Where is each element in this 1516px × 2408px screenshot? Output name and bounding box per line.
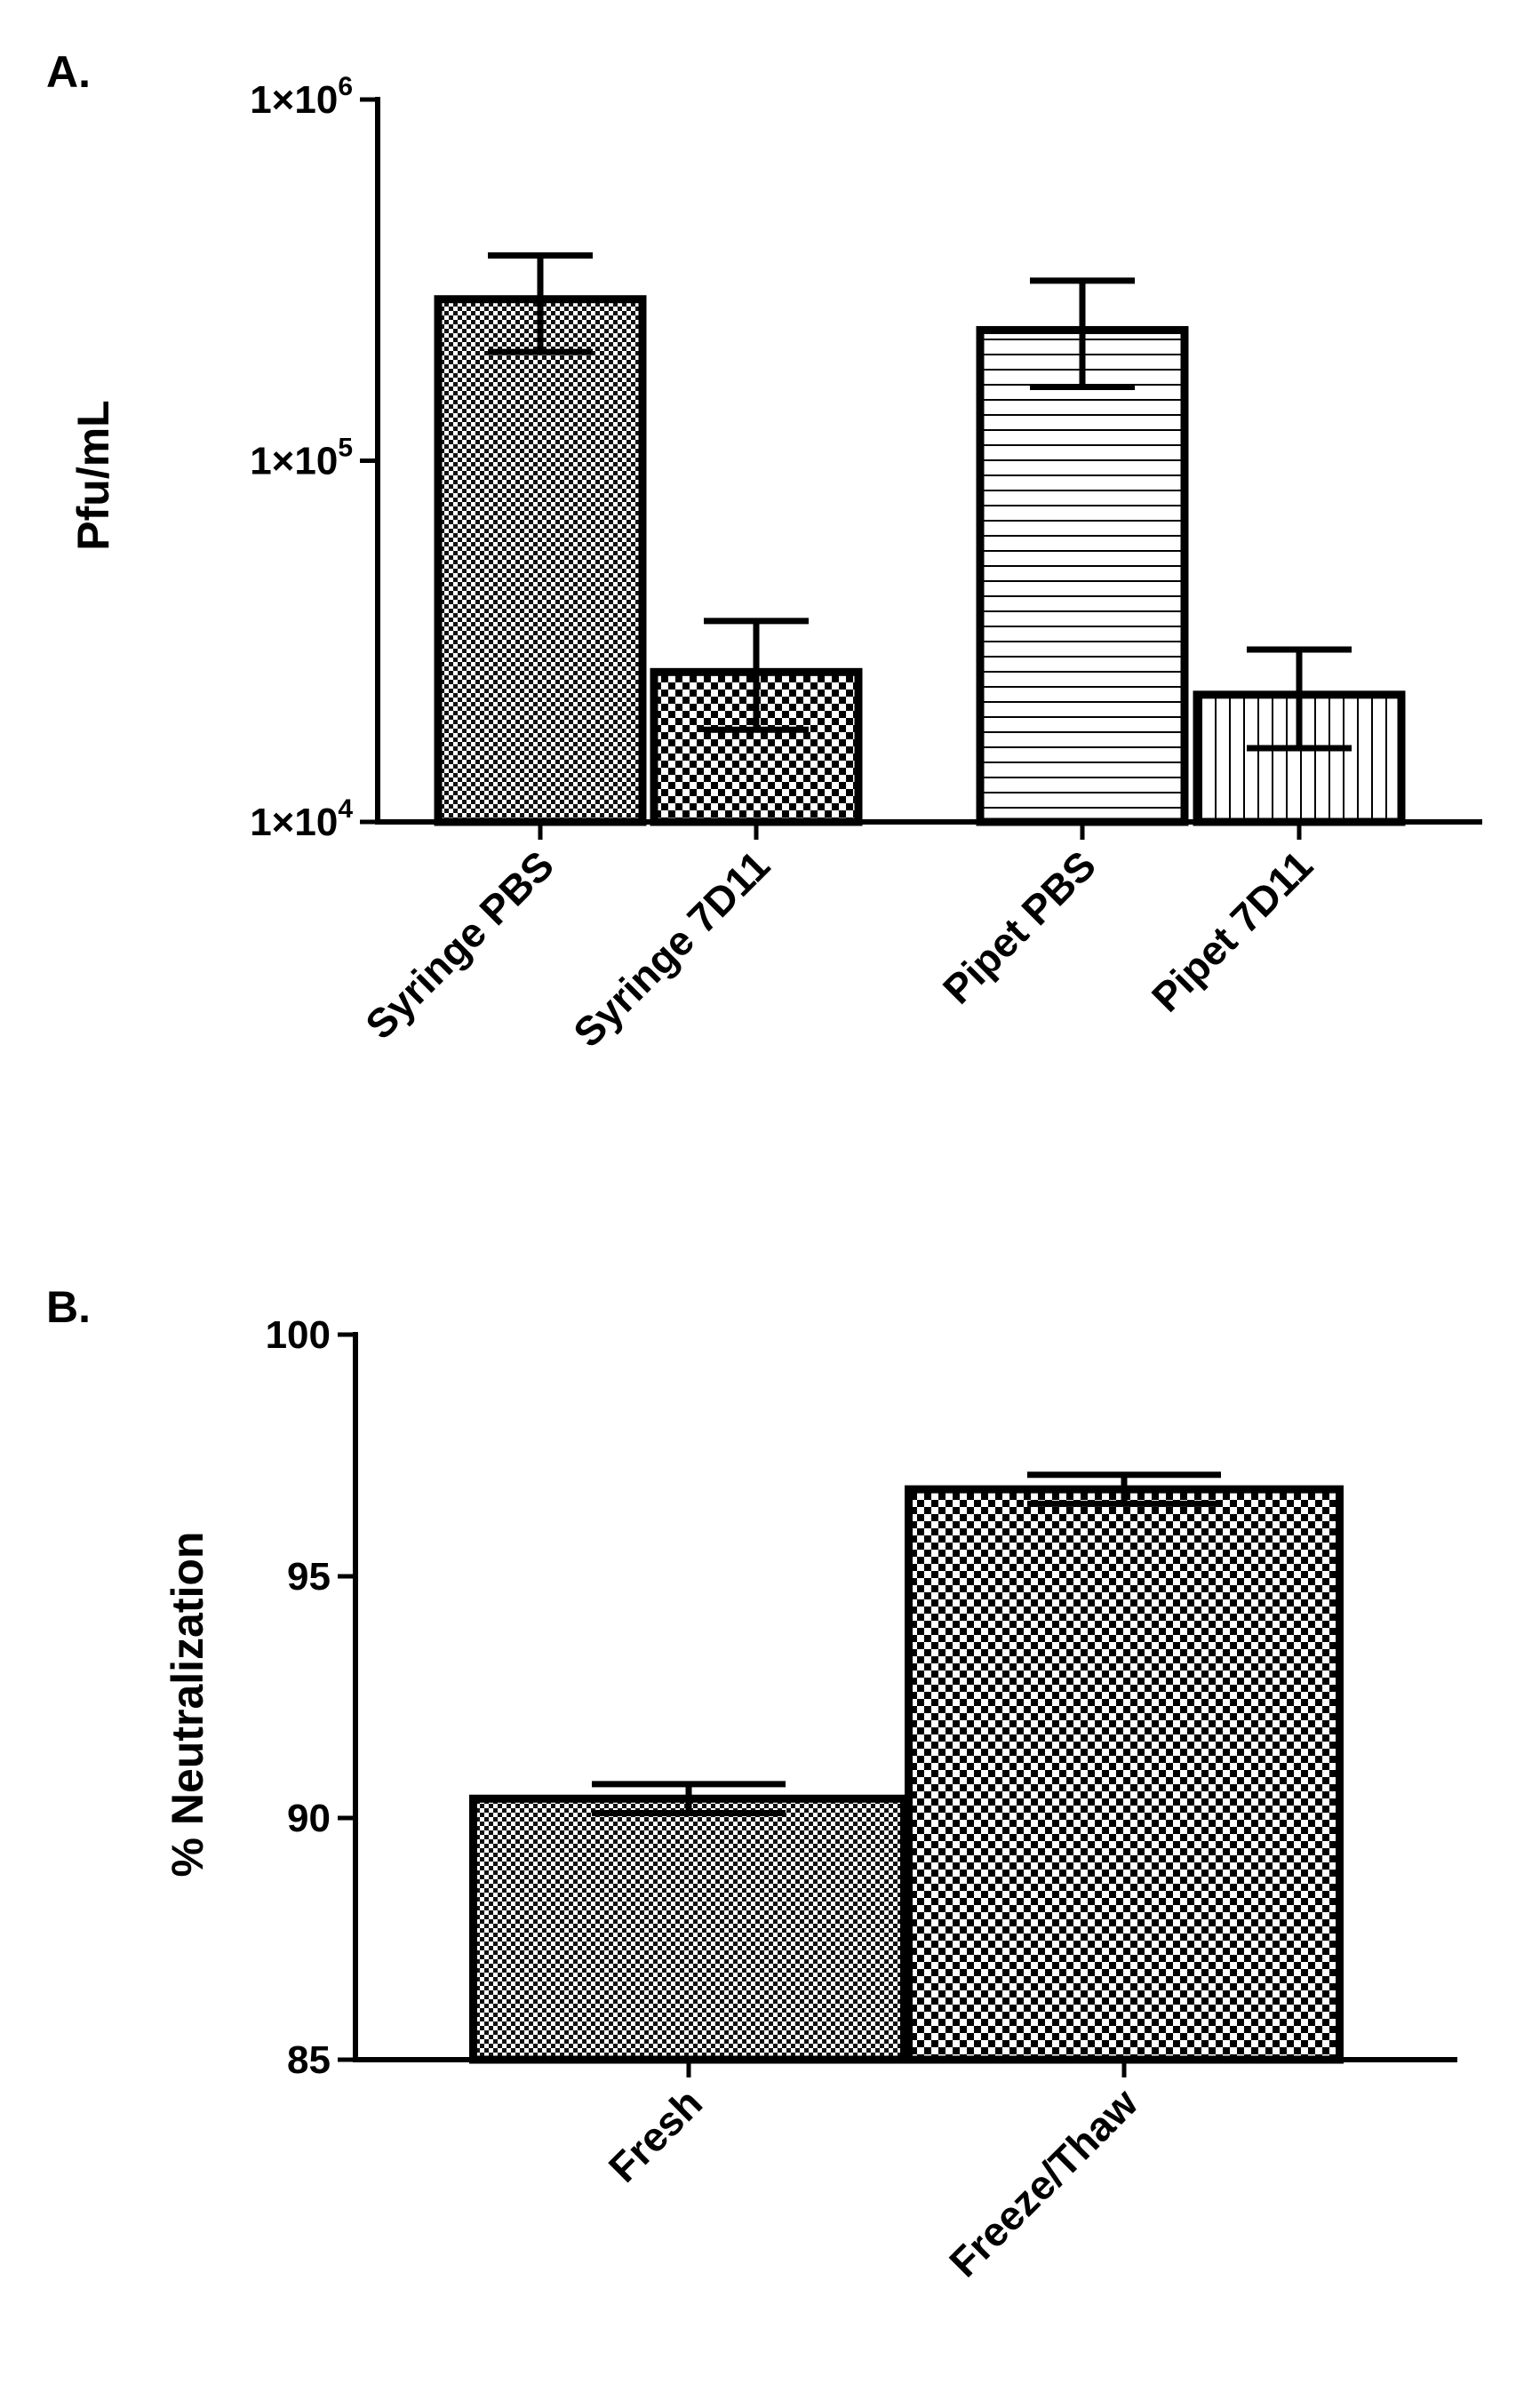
y-tick-label: 1×105 [250,434,353,483]
error-bar [592,1781,786,1817]
bar [434,295,647,826]
panel-label: A. [46,47,91,97]
y-tick-label: 90 [287,1797,331,1840]
y-tick-label: 1×106 [250,72,353,122]
error-bar [704,618,809,733]
error-bar [1247,646,1352,752]
bar [469,1794,908,2064]
x-tick-label: Syringe PBS [356,841,563,1048]
y-axis-title: Pfu/mL [68,400,118,550]
x-tick-label: Pipet 7D11 [1143,841,1321,1020]
y-axis-title: % Neutralization [163,1532,212,1878]
chart-b: B. % Neutralization 85 90 95 100 Fresh Freez… [46,1282,1457,2285]
bar [905,1485,1344,2064]
chart-a: A. Pfu/mL 1×104 1×105 1×106 Syringe PBS Syr… [46,47,1482,1056]
panel-label: B. [46,1282,91,1332]
y-tick-label: 100 [266,1313,331,1357]
x-tick-label: Fresh [600,2079,711,2190]
error-bar [1027,1471,1221,1507]
y-tick-label: 85 [287,2038,331,2082]
error-bar [488,252,593,355]
bar [976,325,1189,826]
axes [353,1332,1457,2062]
x-tick-label: Pipet PBS [934,841,1105,1012]
error-bar [1030,277,1135,391]
axes [375,97,1482,825]
y-tick-label: 1×104 [250,794,353,844]
y-tick-label: 95 [287,1555,331,1599]
x-tick-label: Freeze/Thaw [940,2079,1146,2285]
x-tick-label: Syringe 7D11 [564,841,778,1056]
